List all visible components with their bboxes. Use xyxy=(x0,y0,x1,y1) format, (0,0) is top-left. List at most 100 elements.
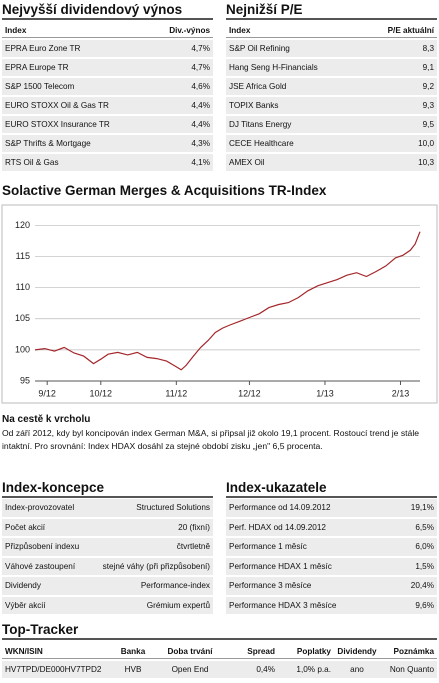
table-cell: JSE Africa Gold xyxy=(229,82,287,91)
table-cell: 20,4% xyxy=(410,581,434,591)
table-cell: 4,1% xyxy=(191,158,210,167)
table-cell: EURO STOXX Oil & Gas TR xyxy=(5,101,109,110)
table-cell: HVB xyxy=(124,665,142,674)
header-row: Index P/E aktuální xyxy=(226,24,437,38)
table-row: TOPIX Banks 9,3 xyxy=(226,97,437,114)
article-heading: Na cestě k vrcholu xyxy=(2,414,91,425)
table-row: Počet akcií 20 (fixní) xyxy=(2,518,213,536)
table-cell: Dividendy xyxy=(5,581,41,591)
table-cell: RTS Oil & Gas xyxy=(5,158,59,167)
section-title: Nejnižší P/E xyxy=(226,2,437,20)
column-header: Poznámka xyxy=(393,647,435,656)
table-cell: 19,1% xyxy=(410,503,434,513)
table-row: EPRA Euro Zone TR 4,7% xyxy=(2,40,213,57)
table-cell: 6,0% xyxy=(415,542,434,552)
table-cell: TOPIX Banks xyxy=(229,101,279,110)
table-row: Performance HDAX 3 měsíce 9,6% xyxy=(226,596,437,614)
table-cell: 4,7% xyxy=(191,44,210,53)
table-row: S&P Thrifts & Mortgage 4,3% xyxy=(2,135,213,152)
x-tick-label: 12/12 xyxy=(238,388,261,398)
table-cell: 9,5 xyxy=(422,120,434,129)
y-tick-label: 115 xyxy=(16,251,30,261)
table-cell: 10,3 xyxy=(418,158,434,167)
table-cell: Performance-index xyxy=(140,581,210,591)
y-tick-label: 105 xyxy=(15,313,30,323)
table-cell: Performance 3 měsíce xyxy=(229,581,312,591)
table-cell: 4,4% xyxy=(191,120,210,129)
column-header: Div.-výnos xyxy=(169,26,210,35)
table-cell: S&P 1500 Telecom xyxy=(5,82,75,91)
table-cell: Váhové zastoupení xyxy=(5,561,76,571)
table-cell: 10,0 xyxy=(418,139,434,148)
table-cell: EPRA Euro Zone TR xyxy=(5,44,81,53)
table-row: HV7TPD/DE000HV7TPD2 HVB Open End 0,4% 1,0% p… xyxy=(2,661,437,678)
table-cell: 4,6% xyxy=(191,82,210,91)
table-row: S&P 1500 Telecom 4,6% xyxy=(2,78,213,95)
table-cell: ano xyxy=(350,665,364,674)
y-tick-label: 95 xyxy=(20,375,30,385)
table-cell: Grémium expertů xyxy=(146,600,210,610)
table-cell: Performance od 14.09.2012 xyxy=(229,503,331,513)
column-header: Doba trvání xyxy=(167,647,213,656)
article-text: Od září 2012, kdy byl koncipován index G… xyxy=(2,428,420,451)
column-header: Index xyxy=(229,26,251,35)
table-row: EURO STOXX Insurance TR 4,4% xyxy=(2,116,213,133)
table-row: Váhové zastoupení stejné váhy (při přizpů… xyxy=(2,557,213,575)
column-header: WKN/ISIN xyxy=(5,647,43,656)
table-cell: stejné váhy (při přizpůsobení) xyxy=(102,561,210,571)
table-row: Výběr akcií Grémium expertů xyxy=(2,596,213,614)
table-cell: 4,3% xyxy=(191,139,210,148)
table-row: Perf. HDAX od 14.09.2012 6,5% xyxy=(226,518,437,536)
table-cell: Performance 1 měsíc xyxy=(229,542,307,552)
y-tick-label: 120 xyxy=(15,220,30,230)
column-header: Poplatky xyxy=(296,647,331,656)
chart: 95 100 105 110 115 120 9/12 10/12 11/12 12/12 1/13… xyxy=(1,204,438,404)
table-cell: 0,4% xyxy=(256,665,275,674)
table-row: CECE Healthcare 10,0 xyxy=(226,135,437,152)
table-cell: AMEX Oil xyxy=(229,158,265,167)
column-header: Banka xyxy=(120,647,146,656)
table-cell: DJ Titans Energy xyxy=(229,120,292,129)
table-row: Přizpůsobení indexu čtvrtletně xyxy=(2,538,213,556)
header-row: WKN/ISIN Banka Doba trvání Spread Poplatky Di… xyxy=(2,645,437,659)
table-cell: Hang Seng H-Financials xyxy=(229,63,318,72)
column-header: P/E aktuální xyxy=(387,26,434,35)
table-cell: 4,7% xyxy=(191,63,210,72)
y-tick-label: 110 xyxy=(16,282,30,292)
table-cell: Non Quanto xyxy=(389,665,434,674)
table-row: Index-provozovatel Structured Solutions xyxy=(2,499,213,517)
table-row: S&P Oil Refining 8,3 xyxy=(226,40,437,57)
column-header: Spread xyxy=(247,647,275,656)
table-row: DJ Titans Energy 9,5 xyxy=(226,116,437,133)
x-tick-label: 10/12 xyxy=(90,388,113,398)
table-cell: Performance HDAX 1 měsíc xyxy=(229,561,332,571)
table-row: RTS Oil & Gas 4,1% xyxy=(2,154,213,171)
table-cell: Performance HDAX 3 měsíce xyxy=(229,600,337,610)
table-cell: Index-provozovatel xyxy=(5,503,75,513)
section-title: Index-koncepce xyxy=(2,480,213,498)
table-cell: HV7TPD/DE000HV7TPD2 xyxy=(5,665,102,674)
table-cell: 9,6% xyxy=(415,600,434,610)
table-cell: 9,1 xyxy=(422,63,434,72)
table-cell: Structured Solutions xyxy=(136,503,210,513)
section-title: Nejvyšší dividendový výnos xyxy=(2,2,213,20)
x-tick-label: 1/13 xyxy=(316,388,334,398)
table-cell: 20 (fixní) xyxy=(178,522,210,532)
table-row: Dividendy Performance-index xyxy=(2,577,213,595)
chart-frame xyxy=(1,204,438,404)
table-row: AMEX Oil 10,3 xyxy=(226,154,437,171)
table-cell: čtvrtletně xyxy=(176,542,210,552)
section-title: Index-ukazatele xyxy=(226,480,437,498)
table-cell: S&P Thrifts & Mortgage xyxy=(5,139,91,148)
table-cell: EURO STOXX Insurance TR xyxy=(5,120,110,129)
index-line xyxy=(34,231,421,371)
table-row: Performance 1 měsíc 6,0% xyxy=(226,538,437,556)
table-row: JSE Africa Gold 9,2 xyxy=(226,78,437,95)
table-cell: 9,3 xyxy=(422,101,434,110)
header-row: Index Div.-výnos xyxy=(2,24,213,38)
table-row: EPRA Europe TR 4,7% xyxy=(2,59,213,76)
x-tick-label: 9/12 xyxy=(38,388,56,398)
table-cell: 6,5% xyxy=(415,522,434,532)
table-cell: S&P Oil Refining xyxy=(229,44,290,53)
